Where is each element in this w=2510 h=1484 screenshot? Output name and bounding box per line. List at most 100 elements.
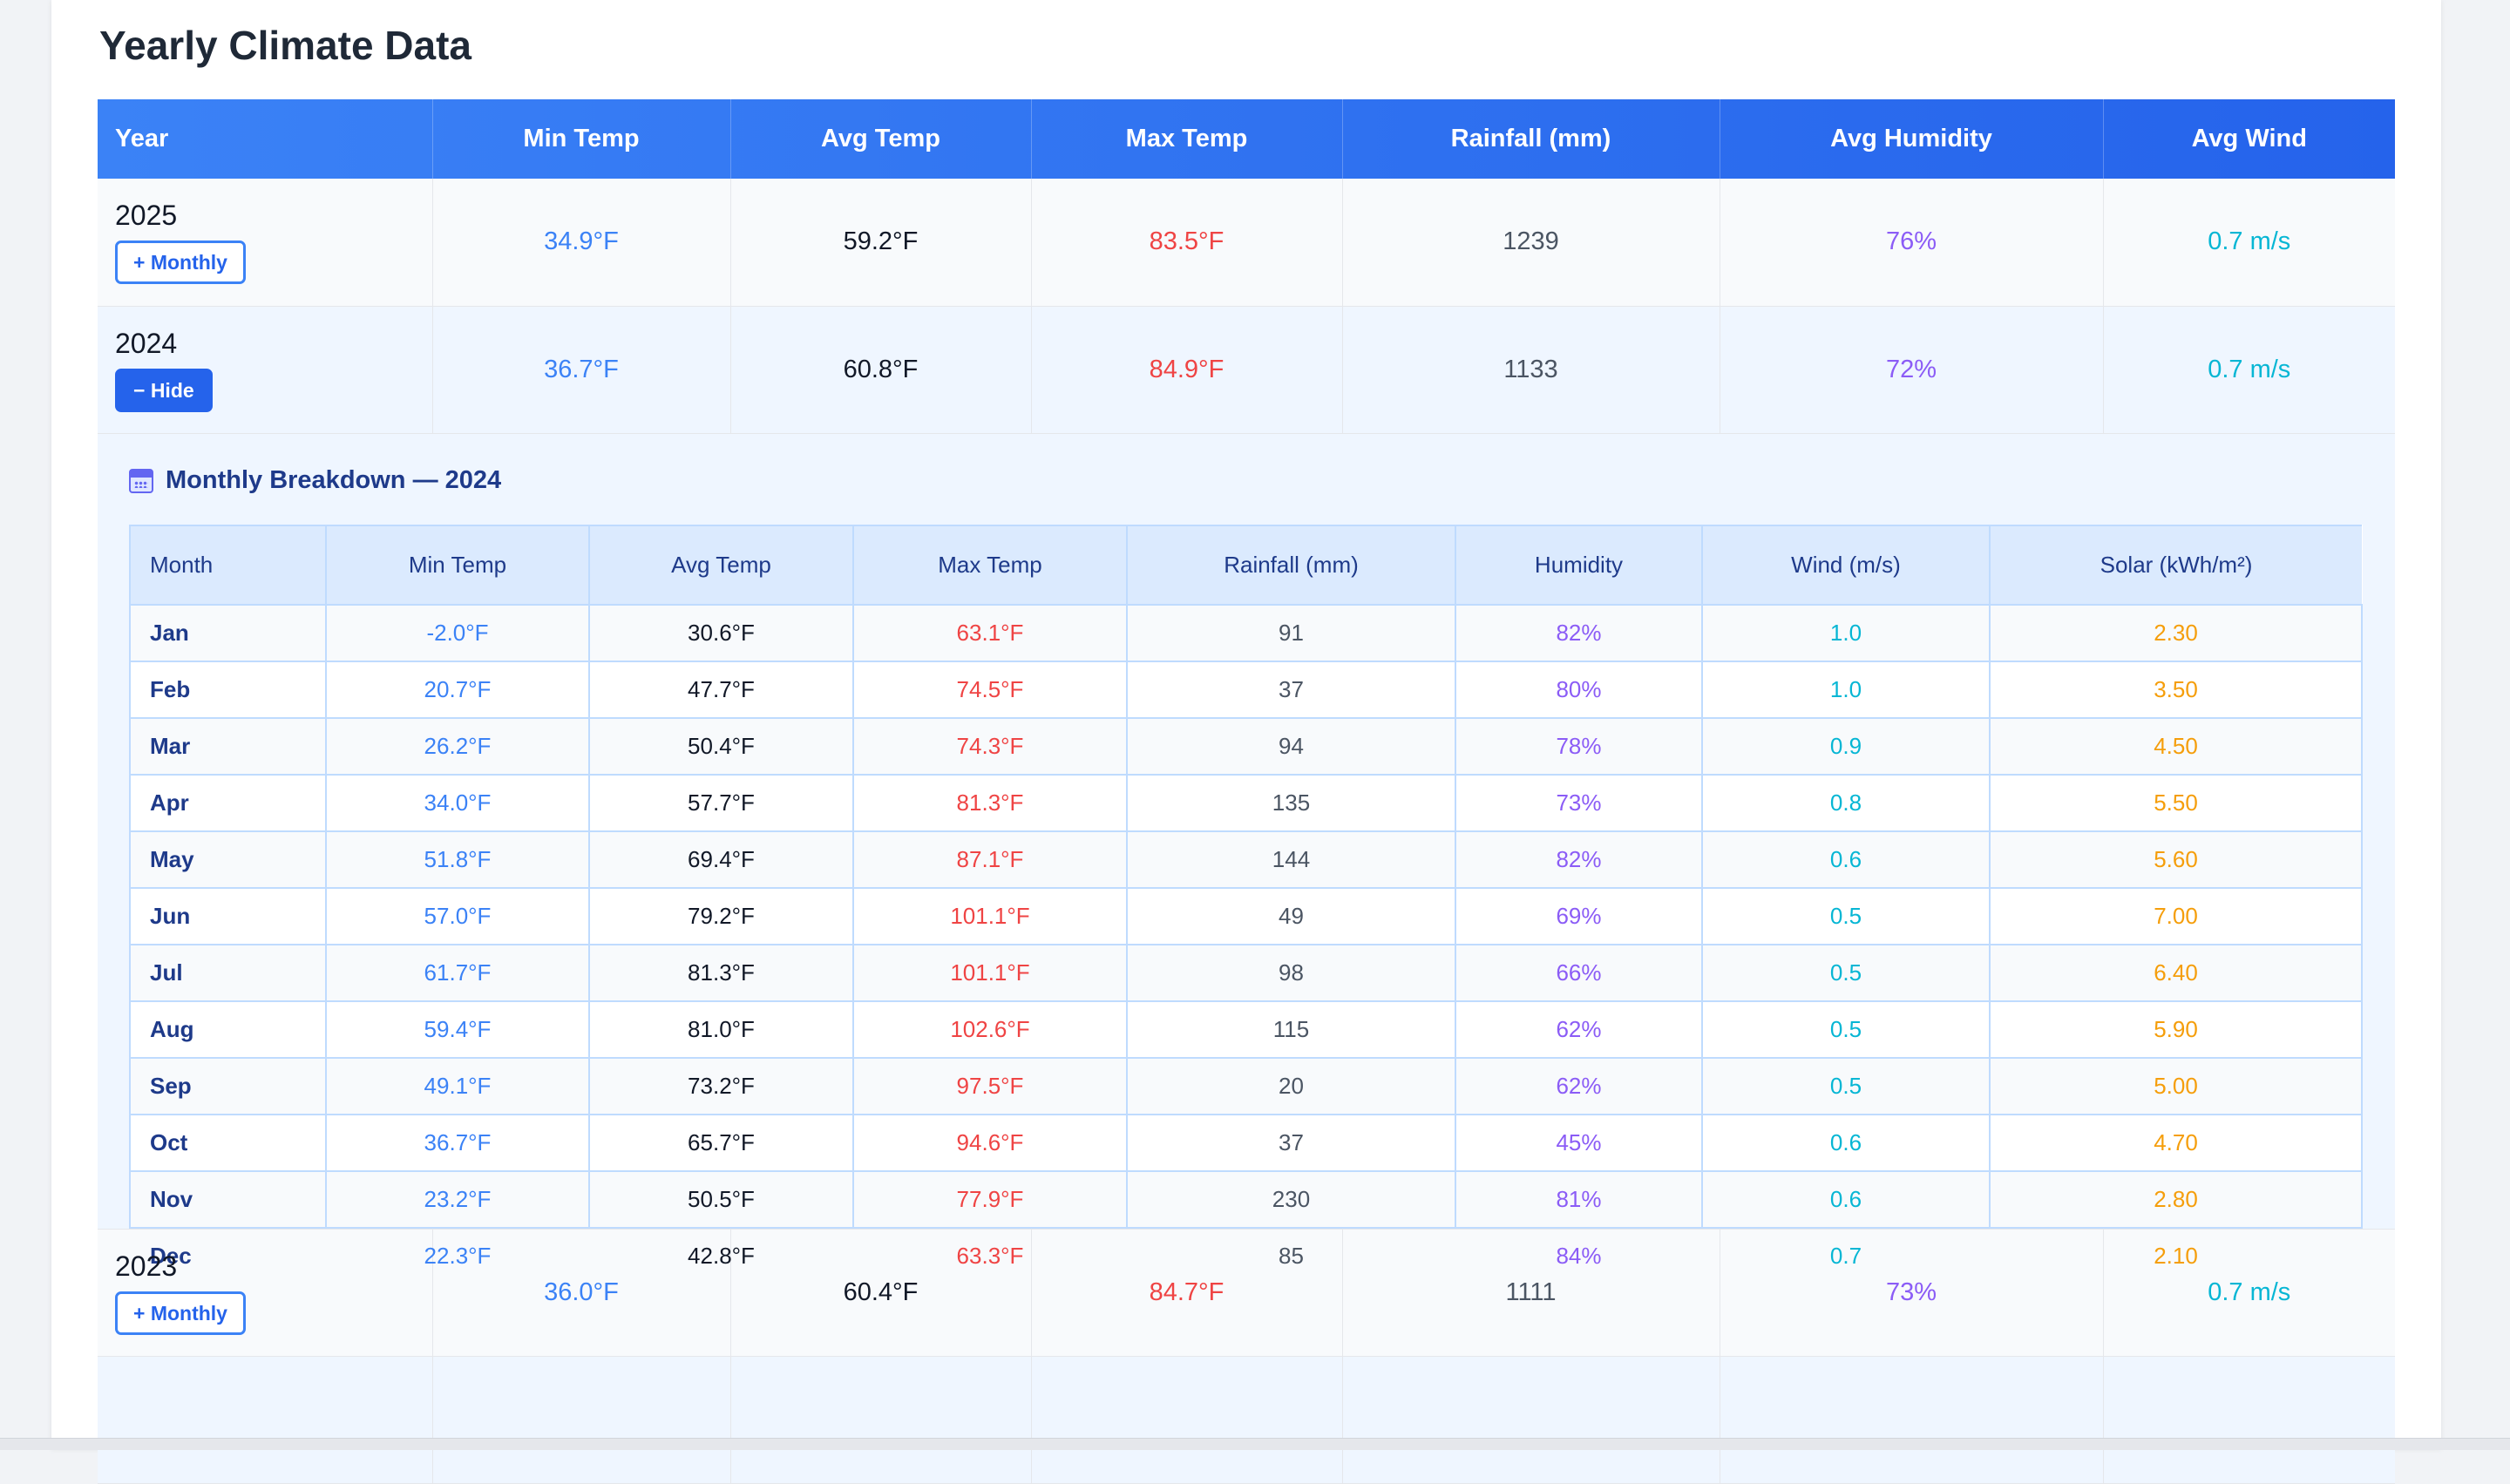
month-humidity-cell: 82%	[1455, 603, 1703, 662]
header-min-temp[interactable]: Min Temp	[432, 99, 731, 179]
month-avg-temp-cell: 69.4°F	[588, 830, 854, 889]
month-max-temp-cell: 102.6°F	[852, 999, 1128, 1059]
month-row: Nov 23.2°F 50.5°F 77.9°F 230 81% 0.6 2.80	[129, 1169, 2363, 1229]
hide-monthly-button[interactable]: − Hide	[115, 368, 213, 412]
month-row: Jul 61.7°F 81.3°F 101.1°F 98 66% 0.5 6.40	[129, 943, 2363, 1002]
month-avg-temp-cell: 73.2°F	[588, 1056, 854, 1115]
humidity-cell: 72%	[1720, 306, 2104, 434]
header-year[interactable]: Year	[98, 99, 433, 179]
header-avg-humidity[interactable]: Avg Humidity	[1720, 99, 2104, 179]
month-wind-cell: 0.8	[1701, 773, 1991, 832]
month-avg-temp-cell: 30.6°F	[588, 603, 854, 662]
month-row: Aug 59.4°F 81.0°F 102.6°F 115 62% 0.5 5.90	[129, 999, 2363, 1059]
month-humidity-cell: 62%	[1455, 1056, 1703, 1115]
month-name-cell: Aug	[129, 999, 327, 1059]
month-name-cell: Jan	[129, 603, 327, 662]
monthly-breakdown-row: Monthly Breakdown — 2024 Month Min Temp …	[98, 433, 2395, 1285]
monthly-breakdown-panel: Monthly Breakdown — 2024 Month Min Temp …	[98, 434, 2395, 1285]
header-avg-wind[interactable]: Avg Wind	[2191, 125, 2307, 152]
year-cell: 2023 + Monthly	[98, 1229, 433, 1357]
min-temp-cell: 34.9°F	[432, 179, 731, 307]
month-max-temp-cell: 63.1°F	[852, 603, 1128, 662]
header-max-temp[interactable]: Max Temp	[1031, 99, 1343, 179]
year-cell: 2024 − Hide	[98, 306, 433, 434]
page-title: Yearly Climate Data	[99, 23, 472, 68]
year-label: 2024	[115, 327, 178, 359]
month-humidity-cell: 45%	[1455, 1113, 1703, 1172]
month-wind-cell: 0.5	[1701, 999, 1991, 1059]
month-avg-temp-cell: 81.3°F	[588, 943, 854, 1002]
month-humidity-cell: 73%	[1455, 773, 1703, 832]
month-name-cell: Jun	[129, 886, 327, 945]
expand-monthly-button[interactable]: + Monthly	[115, 241, 246, 285]
month-solar-cell: 5.90	[1989, 999, 2363, 1059]
month-solar-cell: 5.60	[1989, 830, 2363, 889]
min-temp-cell: 36.7°F	[432, 306, 731, 434]
month-humidity-cell: 66%	[1455, 943, 1703, 1002]
month-max-temp-cell: 81.3°F	[852, 773, 1128, 832]
month-solar-cell: 5.50	[1989, 773, 2363, 832]
year-cell: 2025 + Monthly	[98, 179, 433, 307]
month-solar-cell: 3.50	[1989, 660, 2363, 719]
month-solar-cell: 6.40	[1989, 943, 2363, 1002]
month-humidity-cell: 69%	[1455, 886, 1703, 945]
avg-temp-cell: 60.8°F	[730, 306, 1032, 434]
month-solar-cell: 4.70	[1989, 1113, 2363, 1172]
month-rainfall-cell: 94	[1126, 716, 1456, 776]
month-wind-cell: 1.0	[1701, 660, 1991, 719]
month-max-temp-cell: 74.3°F	[852, 716, 1128, 776]
expand-monthly-button[interactable]: + Monthly	[115, 1291, 246, 1335]
header-rainfall[interactable]: Rainfall (mm)	[1342, 99, 1720, 179]
month-row: Jun 57.0°F 79.2°F 101.1°F 49 69% 0.5 7.00	[129, 886, 2363, 945]
max-temp-cell: 84.9°F	[1031, 306, 1343, 434]
month-wind-cell: 0.6	[1701, 1169, 1991, 1229]
month-solar-cell: 7.00	[1989, 886, 2363, 945]
month-avg-temp-cell: 47.7°F	[588, 660, 854, 719]
month-avg-temp-cell: 65.7°F	[588, 1113, 854, 1172]
table-header-row: Year Min Temp Avg Temp Max Temp Rainfall…	[98, 99, 2395, 179]
month-name-cell: Sep	[129, 1056, 327, 1115]
max-temp-cell: 83.5°F	[1031, 179, 1343, 307]
monthly-header-min-temp: Min Temp	[325, 524, 590, 606]
month-max-temp-cell: 94.6°F	[852, 1113, 1128, 1172]
year-row-2023: 2023 + Monthly 36.0°F 60.4°F 84.7°F 1111…	[98, 1229, 2395, 1357]
month-wind-cell: 0.9	[1701, 716, 1991, 776]
month-humidity-cell: 80%	[1455, 660, 1703, 719]
year-row-2024: 2024 − Hide 36.7°F 60.8°F 84.9°F 1133 72…	[98, 306, 2395, 434]
month-wind-cell: 0.5	[1701, 1056, 1991, 1115]
month-wind-cell: 1.0	[1701, 603, 1991, 662]
monthly-header-wind: Wind (m/s)	[1701, 524, 1991, 606]
rainfall-cell: 1111	[1342, 1229, 1720, 1357]
monthly-header-max-temp: Max Temp	[852, 524, 1128, 606]
month-avg-temp-cell: 57.7°F	[588, 773, 854, 832]
month-rainfall-cell: 98	[1126, 943, 1456, 1002]
month-name-cell: Mar	[129, 716, 327, 776]
humidity-cell: 76%	[1720, 179, 2104, 307]
wind-cell: 0.7 m/s	[2103, 179, 2395, 307]
month-wind-cell: 0.6	[1701, 830, 1991, 889]
monthly-table-body: Jan -2.0°F 30.6°F 63.1°F 91 82% 1.0 2.30 Feb 20.7…	[129, 603, 2363, 1285]
month-rainfall-cell: 135	[1126, 773, 1456, 832]
monthly-header-row: Month Min Temp Avg Temp Max Temp Rainfal…	[129, 524, 2362, 606]
month-humidity-cell: 82%	[1455, 830, 1703, 889]
rainfall-cell: 1133	[1342, 306, 1720, 434]
month-rainfall-cell: 144	[1126, 830, 1456, 889]
yearly-climate-table: Year Min Temp Avg Temp Max Temp Rainfall…	[98, 99, 2395, 1484]
humidity-cell: 73%	[1720, 1229, 2104, 1357]
month-name-cell: Nov	[129, 1169, 327, 1229]
month-name-cell: Apr	[129, 773, 327, 832]
month-max-temp-cell: 97.5°F	[852, 1056, 1128, 1115]
year-label: 2025	[115, 200, 178, 232]
month-name-cell: Feb	[129, 660, 327, 719]
month-humidity-cell: 81%	[1455, 1169, 1703, 1229]
month-solar-cell: 2.80	[1989, 1169, 2363, 1229]
month-max-temp-cell: 74.5°F	[852, 660, 1128, 719]
month-rainfall-cell: 115	[1126, 999, 1456, 1059]
header-avg-temp[interactable]: Avg Temp	[730, 99, 1032, 179]
month-name-cell: Oct	[129, 1113, 327, 1172]
month-max-temp-cell: 101.1°F	[852, 886, 1128, 945]
horizontal-scrollbar[interactable]	[0, 1438, 2510, 1450]
avg-temp-cell: 59.2°F	[730, 179, 1032, 307]
month-row: Mar 26.2°F 50.4°F 74.3°F 94 78% 0.9 4.50	[129, 716, 2363, 776]
calendar-icon	[129, 468, 153, 493]
